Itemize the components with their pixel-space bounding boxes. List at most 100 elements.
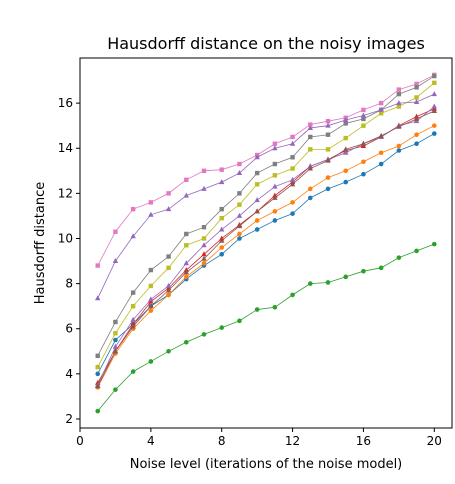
- data-point: [166, 265, 171, 271]
- data-point: [184, 177, 189, 183]
- data-point: [148, 359, 154, 364]
- chart-title: Hausdorff distance on the noisy images: [107, 34, 425, 53]
- data-point: [325, 157, 331, 163]
- series-4: [95, 105, 437, 385]
- data-point: [130, 316, 136, 322]
- data-point: [396, 148, 402, 153]
- data-point: [201, 185, 207, 191]
- data-point: [219, 167, 224, 172]
- data-point: [130, 290, 136, 295]
- data-point: [396, 123, 402, 129]
- data-point: [290, 211, 295, 216]
- data-point: [325, 122, 331, 128]
- data-point: [361, 123, 366, 128]
- data-point: [237, 236, 242, 241]
- data-point: [325, 186, 331, 192]
- data-point: [95, 408, 101, 414]
- data-point: [290, 292, 295, 298]
- series-line: [97, 93, 435, 299]
- data-point: [325, 147, 331, 152]
- data-point: [343, 179, 349, 185]
- data-point: [414, 248, 419, 254]
- data-point: [307, 186, 313, 192]
- data-point: [307, 195, 313, 201]
- data-point: [148, 308, 154, 313]
- data-point: [431, 241, 437, 247]
- data-point: [166, 292, 171, 298]
- series-line: [97, 74, 435, 266]
- data-point: [254, 182, 260, 187]
- series-line: [97, 125, 435, 388]
- series-line: [97, 133, 435, 375]
- data-point: [343, 274, 349, 280]
- y-tick-label: 16: [58, 96, 73, 110]
- data-point: [166, 254, 171, 259]
- data-point: [113, 229, 118, 234]
- data-point: [272, 141, 278, 146]
- data-point: [112, 258, 119, 264]
- data-point: [236, 212, 243, 218]
- data-point: [289, 140, 296, 146]
- data-point: [361, 159, 366, 165]
- data-point: [236, 170, 243, 176]
- data-point: [201, 242, 207, 248]
- data-point: [414, 85, 419, 90]
- data-point: [95, 353, 100, 359]
- data-point: [148, 200, 154, 205]
- y-axis-label: Hausdorff distance: [33, 182, 48, 304]
- plot-frame: [79, 57, 453, 429]
- data-point: [290, 134, 295, 140]
- data-point: [378, 111, 384, 116]
- data-point: [201, 251, 207, 257]
- data-point: [343, 117, 349, 123]
- series-1: [95, 131, 437, 377]
- y-tick-label: 8: [65, 277, 73, 291]
- data-point: [325, 132, 331, 137]
- data-point: [343, 121, 348, 126]
- data-point: [148, 303, 154, 309]
- data-point: [254, 154, 260, 160]
- data-point: [378, 100, 384, 106]
- y-tick-label: 2: [65, 412, 73, 426]
- data-point: [130, 233, 136, 239]
- data-point: [148, 211, 154, 217]
- data-point: [183, 192, 189, 198]
- data-point: [113, 337, 118, 343]
- data-point: [290, 200, 295, 205]
- data-point: [272, 194, 278, 200]
- series-line: [97, 243, 435, 412]
- data-point: [378, 161, 384, 167]
- data-point: [254, 208, 260, 214]
- data-point: [396, 91, 402, 97]
- data-point: [307, 124, 313, 130]
- data-point: [413, 115, 420, 121]
- data-point: [378, 106, 384, 112]
- data-point: [272, 218, 278, 223]
- data-point: [219, 251, 225, 257]
- data-point: [272, 304, 278, 310]
- data-point: [414, 81, 419, 87]
- series-5: [95, 103, 437, 388]
- x-tick-label: 16: [356, 434, 371, 448]
- x-tick-label: 4: [147, 434, 155, 448]
- series-line: [97, 75, 435, 356]
- data-point: [183, 260, 189, 266]
- data-point: [165, 287, 172, 293]
- series-line: [97, 82, 435, 368]
- data-point: [343, 168, 349, 174]
- data-point: [219, 206, 224, 212]
- data-point: [414, 95, 419, 100]
- data-point: [308, 147, 313, 152]
- y-tick-label: 10: [58, 231, 73, 245]
- data-point: [219, 226, 225, 232]
- data-point: [237, 231, 242, 237]
- y-tick-label: 4: [65, 367, 73, 381]
- series-line: [97, 106, 435, 386]
- data-point: [237, 191, 242, 196]
- data-point: [307, 281, 313, 286]
- data-point: [130, 323, 136, 329]
- series-6: [95, 108, 437, 389]
- data-point: [361, 116, 366, 122]
- data-point: [254, 307, 260, 312]
